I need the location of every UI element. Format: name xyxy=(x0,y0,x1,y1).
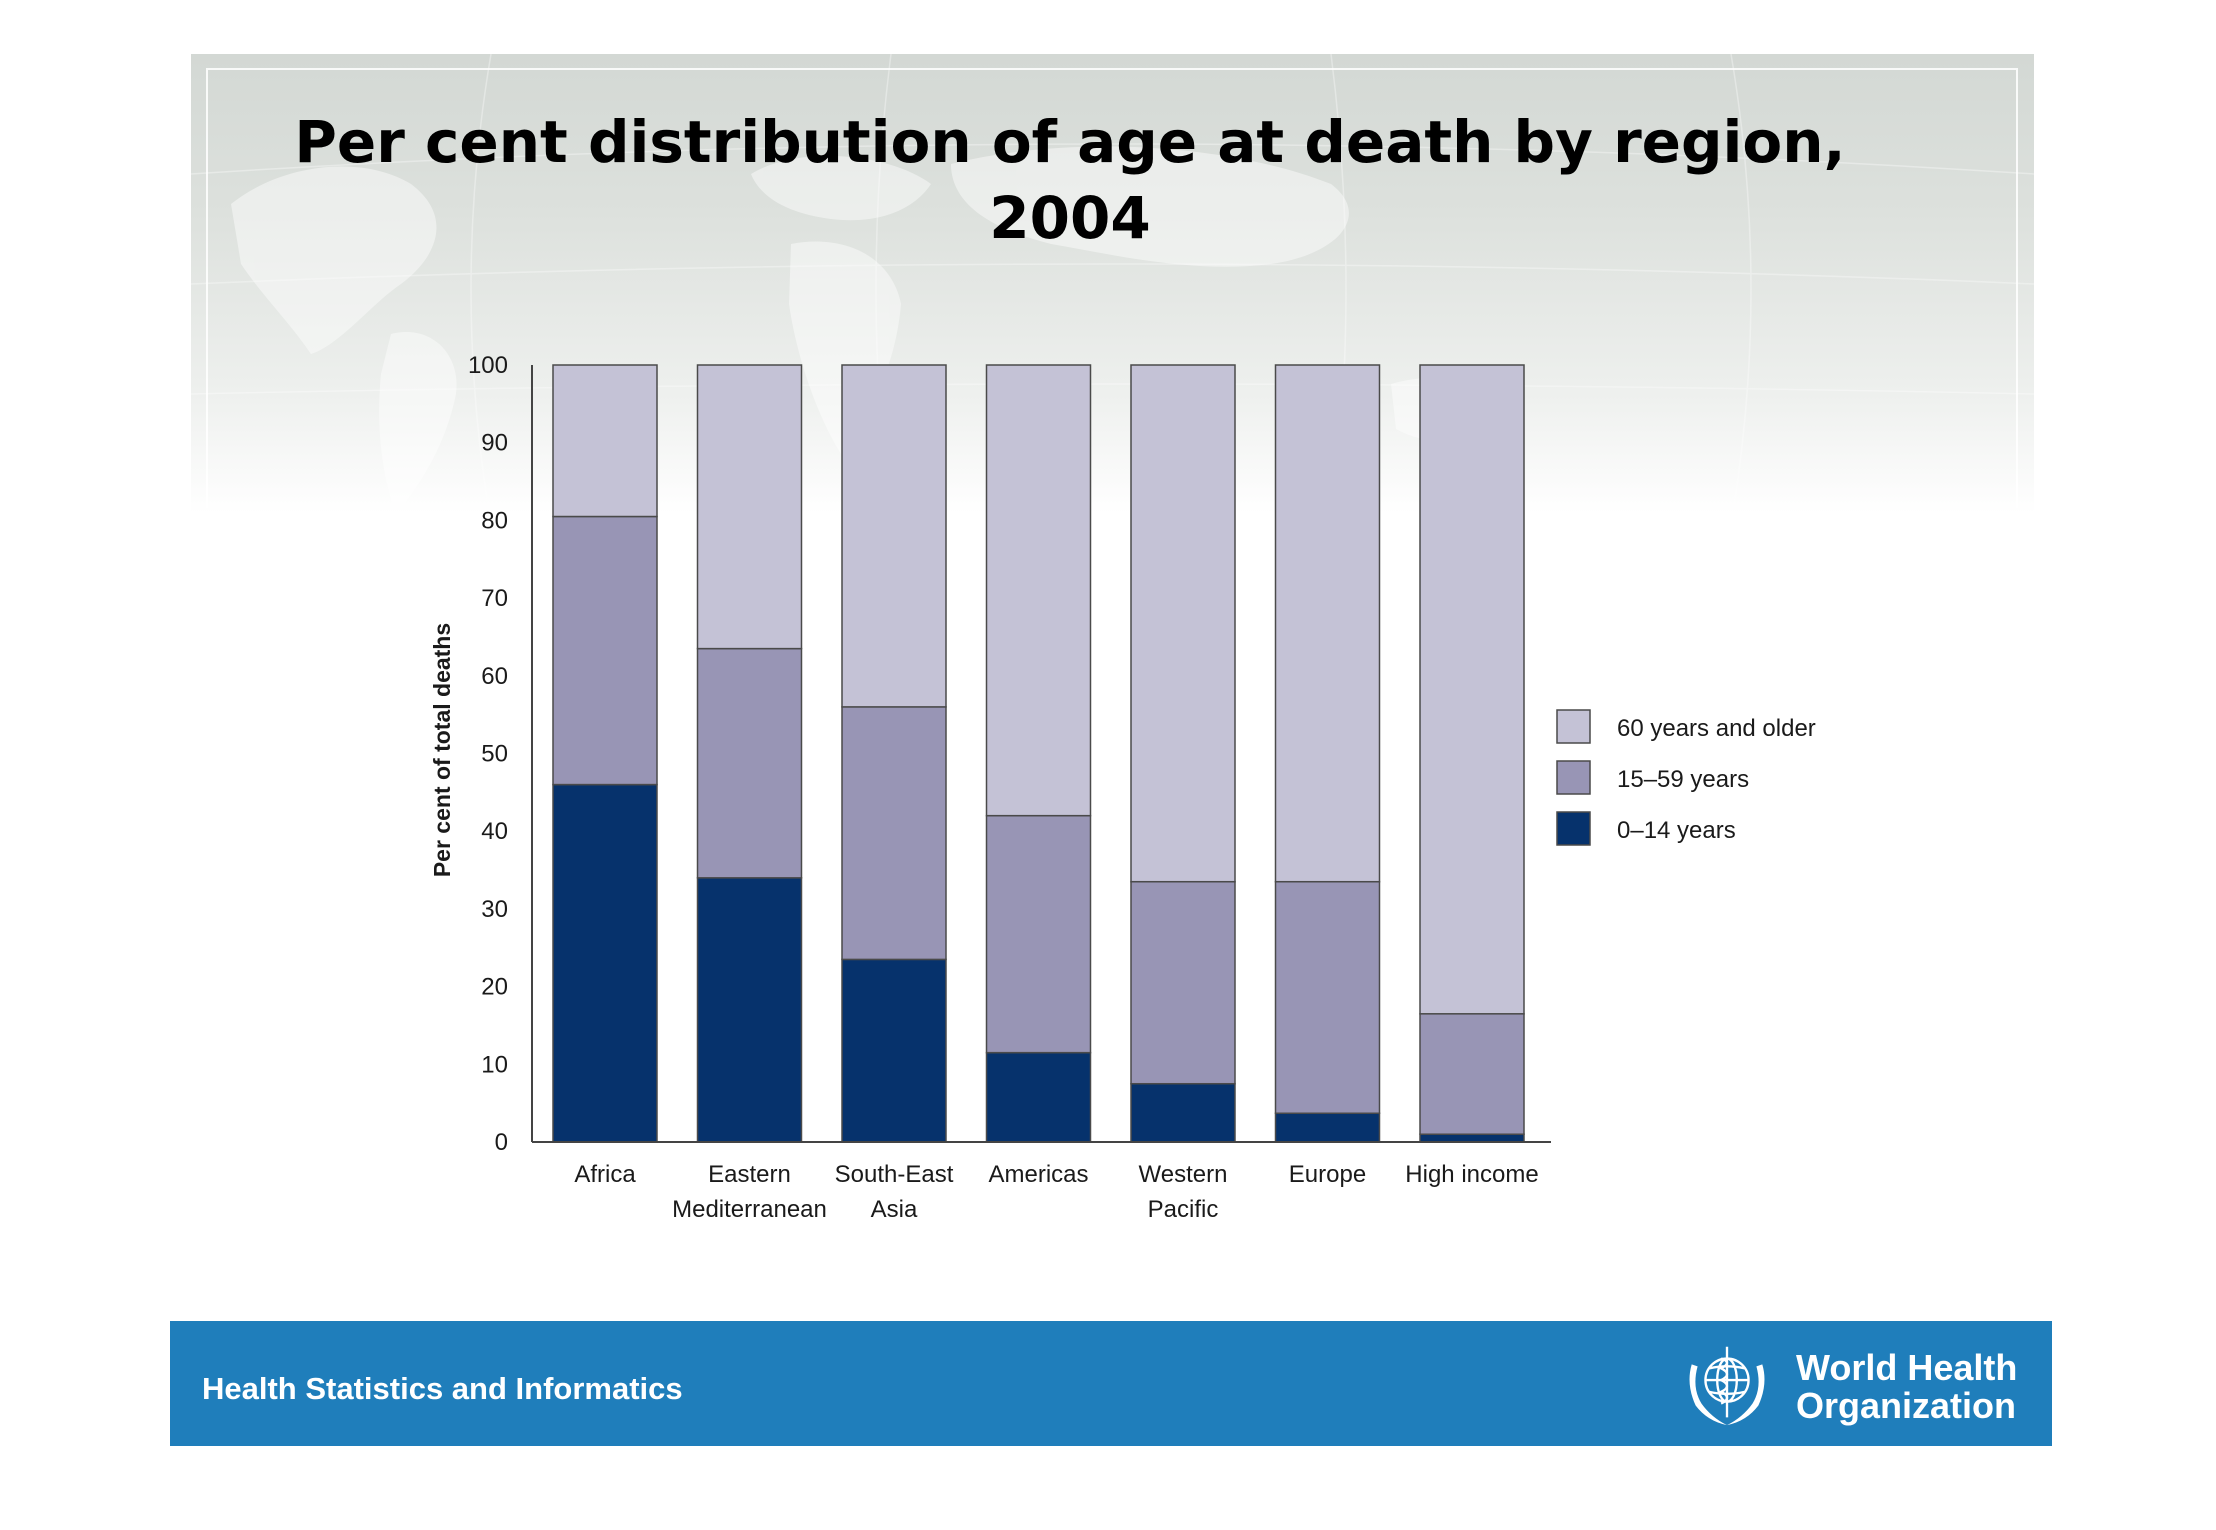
bar-segment-5-1 xyxy=(1274,880,1381,1115)
y-tick-label: 50 xyxy=(481,741,508,768)
bar-segment-6-1 xyxy=(1419,1013,1525,1135)
bar-segment-3-1 xyxy=(985,814,1092,1054)
bar-segment-6-0 xyxy=(1419,1133,1525,1143)
x-category-label: High income xyxy=(1405,1161,1538,1188)
bar-segment-4-2 xyxy=(1130,364,1236,883)
y-axis-title: Per cent of total deaths xyxy=(429,623,455,877)
x-category-label: Eastern xyxy=(708,1161,791,1188)
organization-name: World Health Organization xyxy=(1796,1349,2017,1425)
y-tick-label: 30 xyxy=(481,896,508,923)
legend: 60 years and older 15–59 years 0–14 years xyxy=(1556,709,1816,846)
x-category-labels: Africa Eastern Mediterranean South-East Asia… xyxy=(574,1161,1538,1223)
bar-segment-0-2 xyxy=(552,364,658,518)
y-tick-label: 60 xyxy=(481,663,508,690)
y-axis-title-group: Per cent of total deaths xyxy=(429,623,455,877)
bar-segment-2-1 xyxy=(841,706,947,961)
bar-segment-6-2 xyxy=(1419,364,1525,1015)
legend-label: 15–59 years xyxy=(1617,766,1749,793)
bar-segment-2-2 xyxy=(841,364,947,708)
bars-layer xyxy=(552,364,1525,1143)
bar-segment-4-1 xyxy=(1130,880,1236,1085)
department-name: Health Statistics and Informatics xyxy=(202,1371,683,1406)
bar-segment-1-1 xyxy=(696,647,803,879)
y-tick-label: 70 xyxy=(481,585,508,612)
legend-label: 60 years and older xyxy=(1617,715,1816,742)
x-category-label: Western xyxy=(1139,1161,1228,1188)
y-tick-label: 20 xyxy=(481,974,508,1001)
x-category-label: Mediterranean xyxy=(672,1196,827,1223)
y-tick-label: 90 xyxy=(481,430,508,457)
legend-swatch xyxy=(1556,811,1591,846)
y-tick-label: 40 xyxy=(481,818,508,845)
legend-swatch xyxy=(1556,709,1591,744)
x-category-label: Pacific xyxy=(1148,1196,1219,1223)
x-category-label: Asia xyxy=(871,1196,918,1223)
chart-title-line2: 2004 xyxy=(989,184,1151,252)
y-tick-label: 100 xyxy=(468,352,508,379)
y-tick-label: 80 xyxy=(481,507,508,534)
organization-name-line2: Organization xyxy=(1796,1385,2017,1426)
bar-segment-4-0 xyxy=(1130,1082,1236,1143)
bar-segment-3-2 xyxy=(985,364,1092,817)
x-category-label: Americas xyxy=(988,1161,1088,1188)
bar-segment-0-0 xyxy=(552,783,658,1143)
world-map-watermark xyxy=(191,54,2034,524)
y-tick-labels: 0 10 20 30 40 50 60 70 80 90 100 xyxy=(468,352,508,1156)
footer-band: Health Statistics and Informatics World … xyxy=(170,1321,2052,1446)
slide-frame xyxy=(206,68,2018,508)
organization-name-line1: World Health xyxy=(1796,1347,2018,1388)
y-tick-label: 0 xyxy=(495,1129,508,1156)
bar-segment-2-0 xyxy=(841,958,947,1143)
bar-segment-5-2 xyxy=(1274,364,1381,883)
bar-segment-0-1 xyxy=(552,515,658,786)
legend-label: 0–14 years xyxy=(1617,817,1736,844)
x-category-label: Europe xyxy=(1289,1161,1366,1188)
x-category-label: Africa xyxy=(574,1161,636,1188)
bar-segment-3-0 xyxy=(985,1051,1092,1143)
chart-title-line1: Per cent distribution of age at death by… xyxy=(294,108,1846,176)
legend-swatch xyxy=(1556,760,1591,795)
bar-segment-5-0 xyxy=(1274,1112,1381,1143)
bar-segment-1-0 xyxy=(696,877,803,1143)
y-tick-label: 10 xyxy=(481,1051,508,1078)
slide-background xyxy=(191,54,2034,1329)
axes-layer xyxy=(531,365,1551,1143)
who-emblem-icon xyxy=(1689,1346,1765,1426)
x-category-label: South-East xyxy=(835,1161,954,1188)
bar-segment-1-2 xyxy=(696,364,803,650)
chart-title: Per cent distribution of age at death by… xyxy=(240,104,1900,256)
